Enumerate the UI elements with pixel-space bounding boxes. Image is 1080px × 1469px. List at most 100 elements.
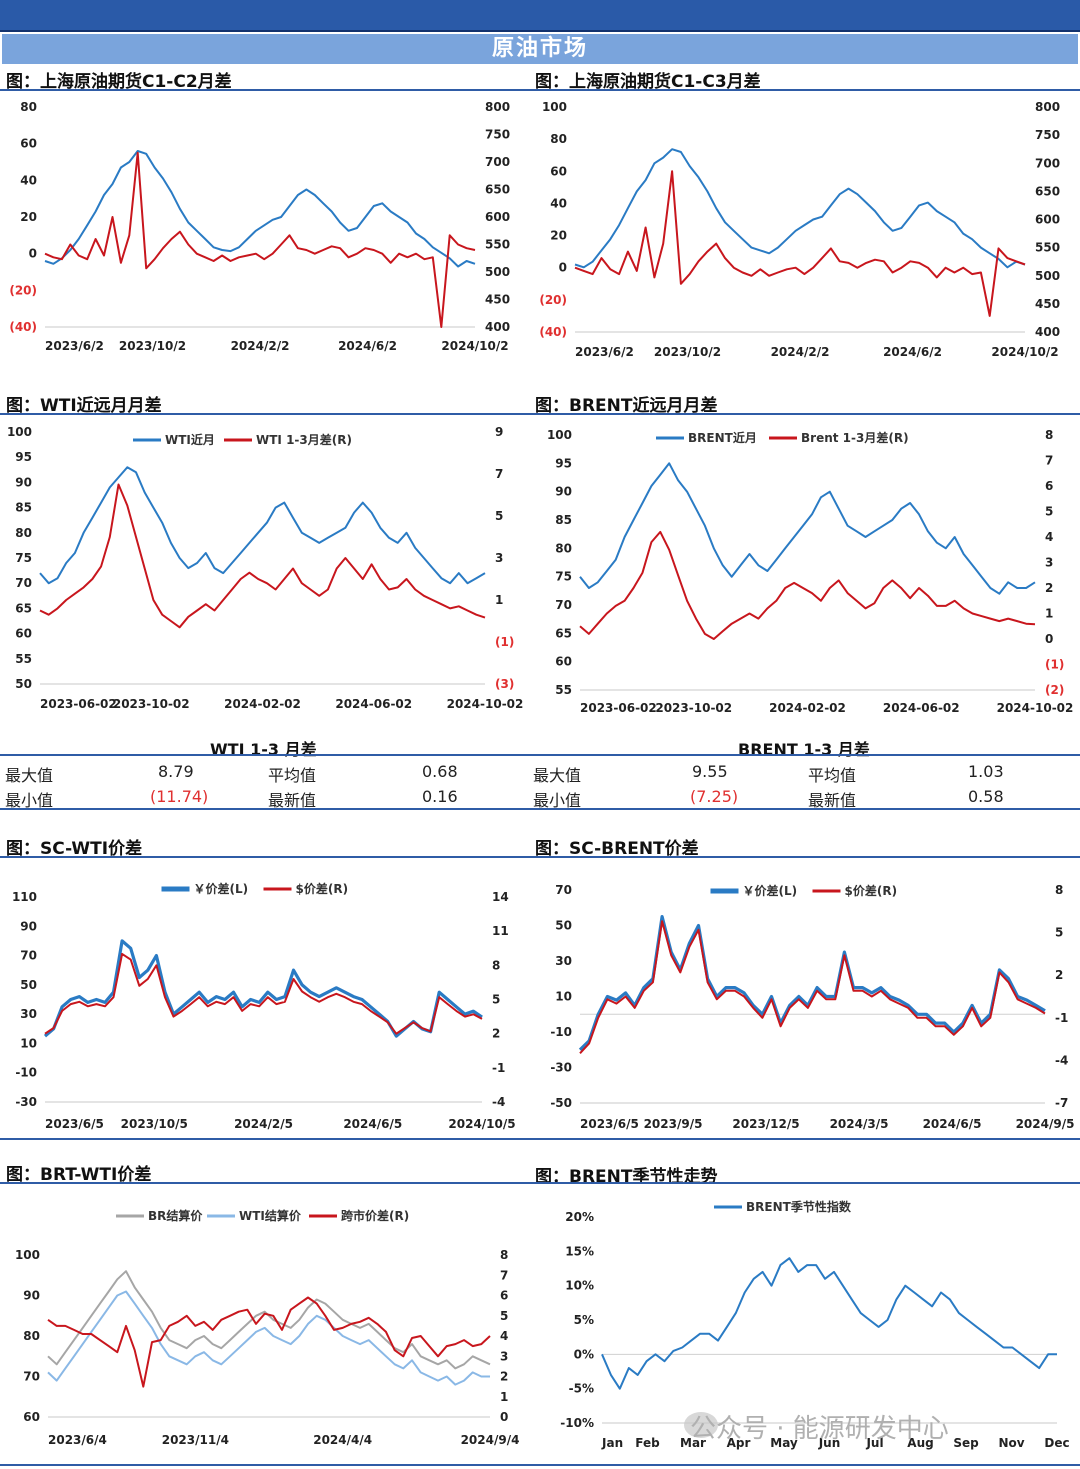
chart-c2: 100 80 60 40 20 0 (20) (40) 800 750 700 650 600 550 50… <box>539 100 1060 359</box>
legend-label: ￥价差(L) <box>743 883 798 898</box>
y-right-tick-label: 3 <box>500 1349 508 1363</box>
y-left-tick-label: 100 <box>547 428 572 442</box>
x-tick-label: Apr <box>727 1436 751 1450</box>
x-tick-label: 2024/6/2 <box>338 339 397 353</box>
y-left-tick-label: 110 <box>12 890 37 904</box>
chart-title-c5: 图：SC-WTI价差 <box>6 839 143 859</box>
y-left-tick-label: 75 <box>15 551 32 565</box>
y-right-tick-label: 6 <box>500 1289 508 1303</box>
y-left-tick-label: 85 <box>15 501 32 515</box>
chart-c7: 100 90 80 70 60 8 7 6 5 4 3 2 1 0 2023/6/4 2023/11/4 202… <box>15 1208 520 1447</box>
y-right-tick-label: 7 <box>500 1268 508 1282</box>
y-left-tick-label: 20 <box>20 210 37 224</box>
y-right-tick-label: 1 <box>495 593 503 607</box>
y-left-tick-label: 10 <box>20 1036 37 1050</box>
y-left-tick-label: 90 <box>15 475 32 489</box>
brent-max-label: 最大值 <box>533 766 582 785</box>
chart-c1: 80 60 40 20 0 (20) (40) 800 750 700 650 600 550 500 45… <box>9 100 510 353</box>
y-left-tick-label: 5% <box>574 1313 594 1327</box>
y-right-tick-label: 600 <box>1035 213 1060 227</box>
y-right-tick-label: -1 <box>1055 1011 1068 1025</box>
y-left-tick-label: 60 <box>20 137 37 151</box>
x-tick-label: 2023/10/5 <box>121 1117 188 1131</box>
series-line <box>39 483 486 629</box>
legend-label: 跨市价差(R) <box>341 1208 409 1223</box>
wti-min-value: (11.74) <box>150 787 209 806</box>
x-tick-label: 2023/10/2 <box>119 339 186 353</box>
y-left-tick-label: 55 <box>555 683 572 697</box>
x-tick-label: 2024/2/2 <box>231 339 290 353</box>
series-line <box>44 952 483 1035</box>
series-line <box>44 150 476 268</box>
y-right-tick-label: 2 <box>500 1370 508 1384</box>
chart-title-c1: 图：上海原油期货C1-C2月差 <box>6 72 232 92</box>
y-left-tick-label: 30 <box>555 954 572 968</box>
x-tick-label: 2024/2/5 <box>234 1117 293 1131</box>
brent-avg-label: 平均值 <box>808 766 857 785</box>
x-tick-label: 2023-10-02 <box>113 697 190 711</box>
y-right-tick-label: 500 <box>485 265 510 279</box>
y-right-tick-label: 600 <box>485 210 510 224</box>
y-right-tick-label: 2 <box>1045 581 1053 595</box>
x-tick-label: Dec <box>1044 1436 1069 1450</box>
legend-label: Brent 1-3月差(R) <box>801 430 909 445</box>
y-right-tick-label: 800 <box>485 100 510 114</box>
y-left-tick-label: 60 <box>23 1410 40 1424</box>
series-line <box>47 1296 491 1388</box>
y-left-tick-label: -50 <box>550 1096 572 1110</box>
wechat-icon <box>684 1412 718 1438</box>
y-right-tick-label: 6 <box>1045 479 1053 493</box>
y-right-tick-label: 550 <box>485 238 510 252</box>
y-left-tick-label: 0% <box>574 1347 594 1361</box>
y-left-tick-label: 80 <box>23 1329 40 1343</box>
y-left-tick-label: 60 <box>555 655 572 669</box>
y-left-tick-label: 20 <box>550 229 567 243</box>
x-tick-label: 2024/10/2 <box>441 339 508 353</box>
series-line <box>47 1290 490 1386</box>
divider <box>0 754 1080 756</box>
chart-c5: 110 90 70 50 30 10 -10 -30 14 11 8 5 2 -1 -4 2023/6/5 20… <box>12 881 516 1131</box>
watermark: 公众号 · 能源研发中心 <box>690 1414 949 1444</box>
x-tick-label: 2023/6/5 <box>45 1117 104 1131</box>
y-right-tick-label: 14 <box>492 890 509 904</box>
y-right-tick-label: 3 <box>495 551 503 565</box>
y-left-tick-label: 80 <box>555 541 572 555</box>
series-line <box>39 466 486 585</box>
x-tick-label: 2024/10/5 <box>448 1117 515 1131</box>
y-right-tick-label: -4 <box>492 1095 505 1109</box>
divider <box>0 808 1080 810</box>
y-left-tick-label: -30 <box>15 1095 37 1109</box>
y-left-tick-label: 70 <box>555 883 572 897</box>
y-left-tick-label: 65 <box>15 601 32 615</box>
y-right-tick-label: -4 <box>1055 1053 1068 1067</box>
wti-max-label: 最大值 <box>5 766 54 785</box>
y-right-tick-label: 5 <box>492 993 500 1007</box>
y-right-tick-label: 400 <box>1035 325 1060 339</box>
x-tick-label: 2024/6/2 <box>883 345 942 359</box>
legend-label: BRENT季节性指数 <box>746 1199 852 1214</box>
series-line <box>574 148 1026 269</box>
legend-label: BR结算价 <box>148 1208 203 1223</box>
y-left-tick-label: 95 <box>15 450 32 464</box>
series-line <box>47 1270 491 1370</box>
y-left-tick-label: (20) <box>539 293 567 307</box>
y-left-tick-label: (40) <box>9 320 37 334</box>
x-tick-label: 2023/6/4 <box>48 1433 107 1447</box>
y-right-tick-label: 4 <box>1045 530 1053 544</box>
y-right-tick-label: 8 <box>1045 428 1053 442</box>
brent-min-label: 最小值 <box>533 791 582 810</box>
x-tick-label: 2024-02-02 <box>769 701 846 715</box>
brent-last-label: 最新值 <box>808 791 857 810</box>
brent-max-value: 9.55 <box>692 762 728 781</box>
y-right-tick-label: 5 <box>495 509 503 523</box>
y-left-tick-label: 70 <box>555 598 572 612</box>
x-tick-label: 2024/3/5 <box>830 1117 889 1131</box>
y-left-tick-label: 30 <box>20 1007 37 1021</box>
y-left-tick-label: -10 <box>15 1066 37 1080</box>
divider <box>0 856 1080 858</box>
brent-avg-value: 1.03 <box>968 762 1004 781</box>
x-tick-label: Jan <box>601 1436 623 1450</box>
x-tick-label: 2023/10/2 <box>654 345 721 359</box>
stats-title-brent: BRENT 1-3 月差 <box>738 740 870 759</box>
series-line <box>574 170 1026 317</box>
